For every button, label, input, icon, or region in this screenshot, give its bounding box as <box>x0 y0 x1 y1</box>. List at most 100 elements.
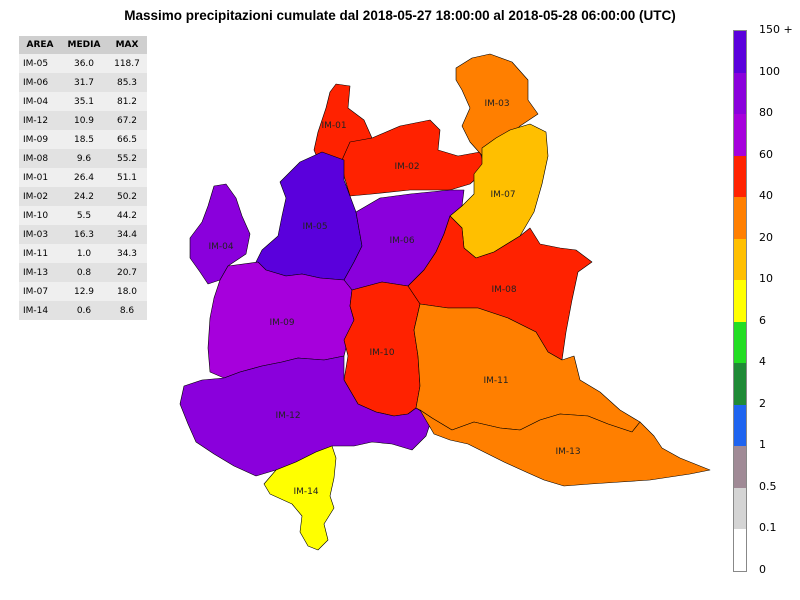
legend-tick-label: 40 <box>759 189 773 203</box>
cell-media: 35.1 <box>61 92 107 111</box>
cell-area: IM-07 <box>19 282 61 301</box>
cell-area: IM-08 <box>19 149 61 168</box>
cell-max: 81.2 <box>107 92 147 111</box>
legend-tick-label: 80 <box>759 106 773 120</box>
table-row: IM-13 0.8 20.7 <box>19 263 147 282</box>
cell-max: 66.5 <box>107 130 147 149</box>
header-media: MEDIA <box>61 36 107 54</box>
region-label-im-06: IM-06 <box>389 236 414 246</box>
region-label-im-07: IM-07 <box>490 190 515 200</box>
region-label-im-02: IM-02 <box>394 162 419 172</box>
legend-band <box>734 31 746 74</box>
table-row: IM-04 35.1 81.2 <box>19 92 147 111</box>
cell-max: 50.2 <box>107 187 147 206</box>
cell-media: 1.0 <box>61 244 107 263</box>
cell-media: 16.3 <box>61 225 107 244</box>
region-im-14 <box>263 445 337 551</box>
cell-area: IM-12 <box>19 111 61 130</box>
legend-band <box>734 238 746 281</box>
cell-max: 55.2 <box>107 149 147 168</box>
cell-area: IM-06 <box>19 73 61 92</box>
map-title: Massimo precipitazioni cumulate dal 2018… <box>124 8 676 23</box>
cell-max: 18.0 <box>107 282 147 301</box>
legend-band <box>734 529 746 572</box>
table-row: IM-11 1.0 34.3 <box>19 244 147 263</box>
legend-band <box>734 280 746 323</box>
cell-max: 67.2 <box>107 111 147 130</box>
precipitation-table: AREA MEDIA MAX IM-05 36.0 118.7 IM-06 31.7 85… <box>19 36 147 320</box>
legend-tick-label: 6 <box>759 313 766 327</box>
legend-tick-label: 10 <box>759 272 773 286</box>
region-label-im-09: IM-09 <box>269 318 294 328</box>
region-label-im-08: IM-08 <box>491 285 516 295</box>
region-label-im-01: IM-01 <box>321 121 346 131</box>
cell-media: 26.4 <box>61 168 107 187</box>
cell-media: 36.0 <box>61 54 107 73</box>
region-label-im-13: IM-13 <box>555 447 580 457</box>
table-row: IM-10 5.5 44.2 <box>19 206 147 225</box>
legend-tick-label: 20 <box>759 230 773 244</box>
table-row: IM-07 12.9 18.0 <box>19 282 147 301</box>
legend-band <box>734 404 746 447</box>
table-row: IM-05 36.0 118.7 <box>19 54 147 73</box>
legend-tick-label: 100 <box>759 64 780 78</box>
region-label-im-04: IM-04 <box>208 242 233 252</box>
legend-band <box>734 72 746 115</box>
cell-media: 24.2 <box>61 187 107 206</box>
cell-media: 5.5 <box>61 206 107 225</box>
cell-media: 0.6 <box>61 301 107 320</box>
header-max: MAX <box>107 36 147 54</box>
legend-band <box>734 487 746 530</box>
cell-media: 12.9 <box>61 282 107 301</box>
legend-tick-label: 0 <box>759 563 766 576</box>
table-row: IM-09 18.5 66.5 <box>19 130 147 149</box>
legend-band <box>734 446 746 489</box>
region-label-im-10: IM-10 <box>369 348 394 358</box>
cell-area: IM-10 <box>19 206 61 225</box>
legend-band <box>734 321 746 364</box>
cell-max: 51.1 <box>107 168 147 187</box>
cell-max: 44.2 <box>107 206 147 225</box>
cell-media: 18.5 <box>61 130 107 149</box>
region-im-13 <box>419 409 711 487</box>
table-row: IM-12 10.9 67.2 <box>19 111 147 130</box>
cell-media: 0.8 <box>61 263 107 282</box>
cell-area: IM-09 <box>19 130 61 149</box>
legend-tick-label: 0.1 <box>759 521 777 535</box>
legend-band <box>734 363 746 406</box>
table-row: IM-01 26.4 51.1 <box>19 168 147 187</box>
region-im-12 <box>179 355 433 477</box>
table-row: IM-03 16.3 34.4 <box>19 225 147 244</box>
legend-band <box>734 155 746 198</box>
table-row: IM-14 0.6 8.6 <box>19 301 147 320</box>
legend-tick-label: 0.5 <box>759 479 777 493</box>
region-label-im-05: IM-05 <box>302 222 327 232</box>
header-area: AREA <box>19 36 61 54</box>
table-row: IM-02 24.2 50.2 <box>19 187 147 206</box>
cell-area: IM-03 <box>19 225 61 244</box>
cell-area: IM-14 <box>19 301 61 320</box>
cell-area: IM-01 <box>19 168 61 187</box>
cell-max: 34.3 <box>107 244 147 263</box>
cell-area: IM-13 <box>19 263 61 282</box>
cell-area: IM-04 <box>19 92 61 111</box>
legend-band <box>734 197 746 240</box>
color-legend <box>733 30 747 572</box>
legend-tick-label: 150 + <box>759 23 793 36</box>
cell-max: 20.7 <box>107 263 147 282</box>
cell-media: 31.7 <box>61 73 107 92</box>
cell-max: 85.3 <box>107 73 147 92</box>
legend-tick-label: 4 <box>759 355 766 369</box>
region-label-im-12: IM-12 <box>275 411 300 421</box>
legend-tick-label: 60 <box>759 147 773 161</box>
legend-tick-label: 1 <box>759 438 766 452</box>
cell-max: 34.4 <box>107 225 147 244</box>
region-label-im-14: IM-14 <box>293 487 318 497</box>
cell-area: IM-02 <box>19 187 61 206</box>
cell-area: IM-11 <box>19 244 61 263</box>
cell-media: 9.6 <box>61 149 107 168</box>
legend-tick-label: 2 <box>759 396 766 410</box>
cell-max: 118.7 <box>107 54 147 73</box>
cell-area: IM-05 <box>19 54 61 73</box>
